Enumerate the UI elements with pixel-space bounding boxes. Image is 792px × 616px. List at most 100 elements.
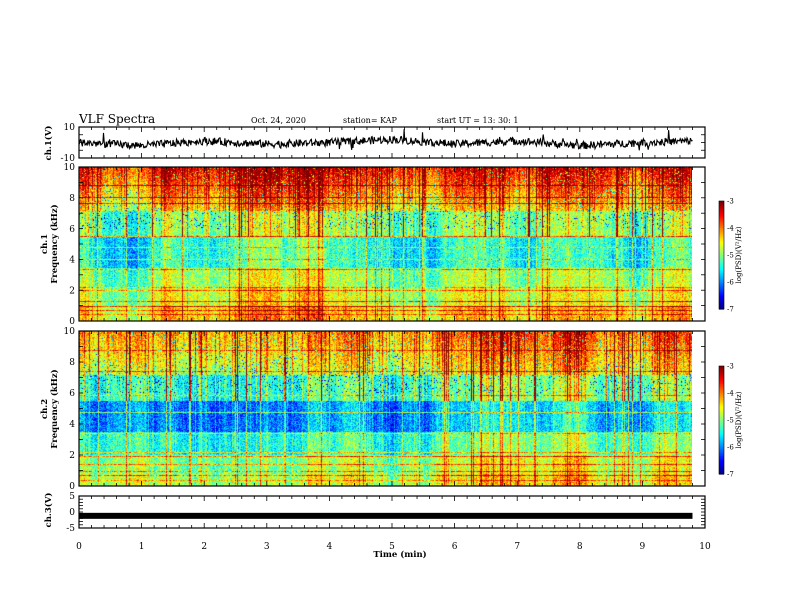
colorbar-segment [719, 412, 724, 416]
colorbar-tick-label: -3 [727, 363, 734, 371]
y-tick-label: 6 [69, 389, 75, 399]
colorbar-segment [719, 468, 724, 471]
colorbar-segment [719, 394, 724, 398]
colorbar-segment [719, 204, 724, 207]
ch3-voltage-axis-label: ch.3(V) [43, 493, 54, 528]
ch1-label-line2: Frequency (kHz) [49, 204, 60, 283]
colorbar-segment [719, 393, 724, 396]
colorbar-segment [719, 373, 724, 376]
colorbar-segment [719, 210, 724, 213]
colorbar-segment [719, 457, 724, 461]
x-tick-label: 10 [699, 542, 711, 552]
figure-title: VLF Spectra [78, 112, 155, 126]
y-tick-label: 5 [69, 492, 75, 502]
start-time-label: start UT = 13: 30: 1 [437, 116, 518, 125]
colorbar-segment [719, 434, 724, 437]
colorbar-segment [719, 438, 724, 441]
colorbar-segment [719, 258, 724, 261]
colorbar-segment [719, 292, 724, 296]
y-tick-label: 2 [69, 286, 75, 296]
colorbar-segment [719, 367, 724, 371]
colorbar-segment [719, 303, 724, 306]
y-tick-label: 8 [69, 194, 75, 204]
x-tick-label: 1 [139, 542, 145, 552]
colorbar-segment [719, 269, 724, 272]
colorbar-segment [719, 454, 724, 457]
y-tick-label: 6 [69, 225, 75, 235]
colorbar-segment [719, 242, 724, 245]
colorbar-segment [719, 289, 724, 292]
colorbar-segment [719, 202, 724, 206]
colorbar-segment [719, 369, 724, 372]
colorbar-segment [719, 463, 724, 466]
y-tick-label: 10 [64, 163, 76, 173]
ch2-label-line1: ch.2 [40, 399, 50, 419]
colorbar-segment [719, 249, 724, 252]
colorbar-segment [719, 427, 724, 430]
y-tick-label: 0 [69, 482, 75, 492]
colorbar-segment [719, 465, 724, 468]
colorbar-segment [719, 447, 724, 450]
date-label: Oct. 24, 2020 [251, 116, 306, 125]
colorbar-tick-label: -5 [727, 417, 734, 425]
ch3-waveform-panel [79, 512, 693, 519]
ch2-colorbar: -3 -4 -5 -6 -7 log(PSD)(V²/Hz) [718, 363, 743, 479]
s2-raster [79, 331, 692, 486]
colorbar-label: log(PSD)(V²/Hz) [735, 226, 743, 283]
colorbar-segment [719, 425, 724, 428]
colorbar-segment [719, 278, 724, 281]
colorbar-segment [719, 265, 724, 269]
y-tick-label: -5 [66, 524, 75, 534]
y-tick-label: 8 [69, 358, 75, 368]
colorbar-segment [719, 366, 724, 369]
colorbar-segment [719, 208, 724, 211]
colorbar-segment [719, 301, 724, 305]
colorbar-segment [719, 448, 724, 452]
colorbar-segment [719, 226, 724, 229]
colorbar-tick-label: -5 [727, 252, 734, 260]
colorbar-segment [719, 430, 724, 434]
station-label: station= KAP [343, 116, 398, 125]
colorbar-segment [719, 389, 724, 392]
colorbar-frame [718, 365, 725, 475]
y-tick-label: 4 [69, 256, 75, 266]
x-tick-label: 3 [264, 542, 270, 552]
colorbar-tick-label: -6 [727, 444, 734, 452]
colorbar-segment [719, 378, 724, 381]
colorbar-segment [719, 436, 724, 439]
colorbar-segment [719, 228, 724, 231]
ch2-label-line2: Frequency (kHz) [49, 369, 60, 448]
colorbar-segment [719, 421, 724, 425]
x-tick-label: 4 [327, 542, 333, 552]
colorbar-segment [719, 405, 724, 408]
ch1-trace [78, 129, 693, 151]
colorbar-segment [719, 300, 724, 303]
colorbar-segment [719, 229, 724, 233]
colorbar-segment [719, 420, 724, 423]
y-tick-label: -10 [61, 154, 76, 164]
colorbar-segment [719, 224, 724, 227]
colorbar-segment [719, 450, 724, 453]
x-tick-label: 9 [640, 542, 646, 552]
colorbar-tick-label: -7 [727, 306, 734, 314]
colorbar-segment [719, 285, 724, 288]
x-tick-label: 7 [514, 542, 520, 552]
colorbar-segment [719, 247, 724, 251]
colorbar-segment [719, 371, 724, 374]
colorbar-segment [719, 274, 724, 278]
colorbar-segment [719, 387, 724, 390]
colorbar-segment [719, 235, 724, 238]
x-axis-label: Time (min) [373, 549, 426, 560]
colorbar-segment [719, 403, 724, 407]
colorbar-segment [719, 296, 724, 299]
colorbar-segment [719, 305, 724, 308]
colorbar-segment [719, 402, 724, 405]
colorbar-frame [718, 200, 725, 310]
colorbar-segment [719, 276, 724, 279]
ch1-frequency-axis-label: ch.1 Frequency (kHz) [40, 204, 60, 283]
ch2-frequency-axis-label: ch.2 Frequency (kHz) [40, 369, 60, 448]
ch1-colorbar: -3 -4 -5 -6 -7 log(PSD)(V²/Hz) [718, 198, 743, 314]
x-tick-label: 0 [76, 542, 82, 552]
